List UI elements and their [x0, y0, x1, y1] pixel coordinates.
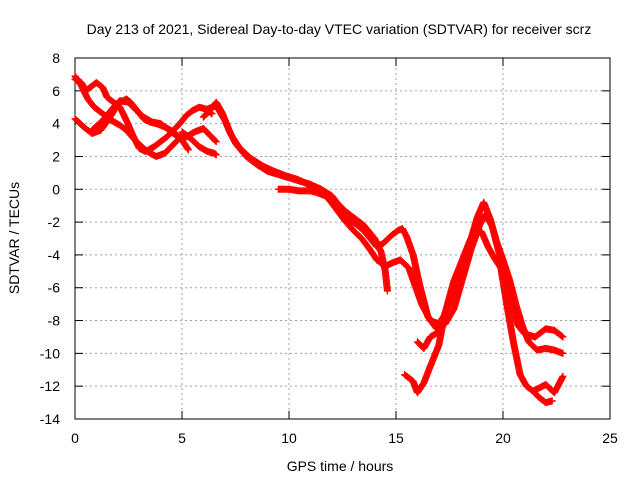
data-point	[212, 151, 220, 159]
x-tick-label: 25	[602, 430, 618, 446]
x-tick-label: 15	[388, 430, 404, 446]
y-tick-label: -8	[48, 313, 61, 329]
data-point	[558, 332, 566, 340]
data-point	[172, 138, 180, 146]
axis-ticks	[74, 57, 611, 420]
y-tick-label: -14	[40, 411, 60, 427]
x-tick-label: 10	[281, 430, 297, 446]
y-tick-label: -4	[48, 247, 61, 263]
x-tick-label: 20	[495, 430, 511, 446]
series-track-7	[204, 102, 449, 328]
series-track-2	[71, 75, 216, 156]
series-track-5	[178, 128, 220, 159]
data-point	[559, 372, 567, 380]
y-tick-label: 4	[52, 116, 60, 132]
x-axis-label: GPS time / hours	[287, 458, 394, 474]
data-point	[212, 138, 220, 146]
data-point	[184, 146, 192, 154]
y-tick-label: 6	[52, 83, 60, 99]
data-markers	[71, 72, 567, 407]
y-axis-label: SDTVAR / TECUs	[6, 182, 22, 294]
x-tick-label: 5	[178, 430, 186, 446]
y-tick-label: 0	[52, 181, 60, 197]
y-tick-label: -2	[48, 214, 61, 230]
y-tick-label: 8	[52, 50, 60, 66]
plot-frame	[74, 57, 611, 420]
data-point	[559, 333, 567, 341]
data-point	[383, 287, 391, 295]
series-track-11	[529, 387, 556, 407]
grid-lines	[75, 58, 610, 419]
y-tick-label: -10	[40, 345, 60, 361]
series-track-10	[401, 225, 567, 397]
series-track-3	[71, 95, 192, 154]
y-tick-label: -12	[40, 378, 60, 394]
data-point	[559, 349, 567, 357]
x-tick-label: 0	[71, 430, 79, 446]
y-tick-label: 2	[52, 148, 60, 164]
y-tick-labels: -14 -12 -10 -8 -6 -4 -2 0 2 4 6 8	[40, 50, 60, 427]
data-point	[211, 136, 219, 144]
chart-title: Day 213 of 2021, Sidereal Day-to-day VTE…	[87, 21, 592, 37]
data-point	[211, 137, 219, 145]
x-tick-labels: 0 5 10 15 20 25	[71, 430, 618, 446]
data-point	[548, 397, 556, 405]
y-tick-label: -6	[48, 280, 61, 296]
